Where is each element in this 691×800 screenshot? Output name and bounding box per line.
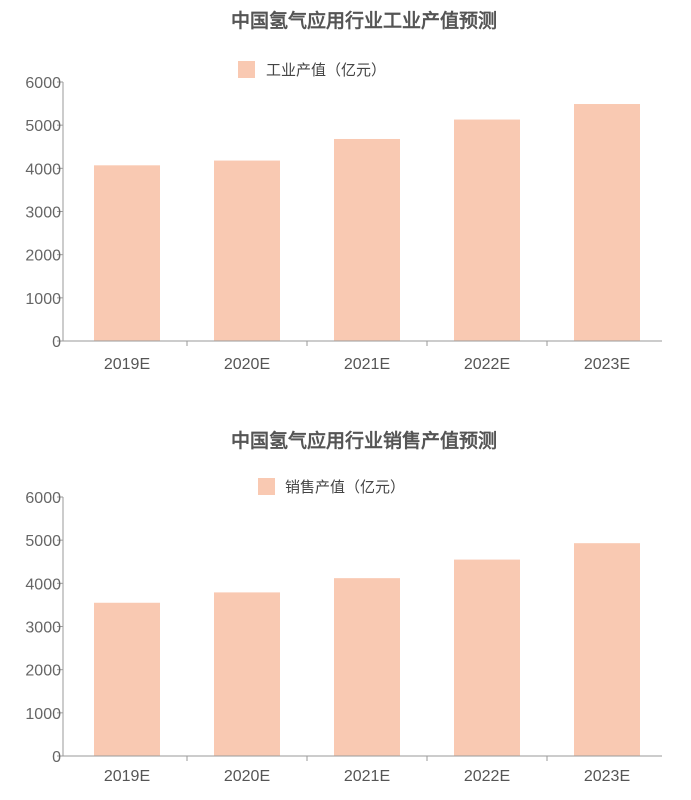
bar-2019E — [94, 165, 160, 341]
bar-2021E — [334, 578, 400, 756]
x-tick-label: 2019E — [104, 768, 150, 785]
plot-area: 0 1000 2000 3000 4000 5000 6000 2019E 2020E 2021E… — [25, 75, 662, 373]
bar-2020E — [214, 160, 280, 341]
chart-title: 中国氢气应用行业工业产值预测 — [231, 9, 497, 32]
legend-label: 销售产值（亿元） — [285, 478, 405, 496]
y-tick-label: 2000 — [25, 663, 61, 680]
y-tick-label: 3000 — [25, 620, 61, 637]
y-tick-label: 6000 — [25, 75, 61, 92]
x-tick-label: 2020E — [224, 356, 270, 373]
sales-output-chart: 中国氢气应用行业销售产值预测 销售产值（亿元） 0 1000 2000 3000 400… — [0, 415, 691, 800]
bar-2020E — [214, 592, 280, 756]
y-tick-label: 0 — [52, 749, 61, 766]
y-tick-label: 5000 — [25, 118, 61, 135]
legend-swatch — [258, 478, 275, 495]
y-tick-label: 5000 — [25, 533, 61, 550]
bar-2021E — [334, 138, 400, 341]
legend-label: 工业产值（亿元） — [266, 61, 386, 79]
x-tick-label: 2019E — [104, 356, 150, 373]
x-tick-label: 2020E — [224, 768, 270, 785]
industrial-output-chart: 中国氢气应用行业工业产值预测 工业产值（亿元） 0 1000 2000 3000 400… — [25, 9, 662, 373]
y-tick-label: 4000 — [25, 576, 61, 593]
x-tick-label: 2022E — [464, 356, 510, 373]
y-tick-label: 1000 — [25, 291, 61, 308]
x-tick-label: 2022E — [464, 768, 510, 785]
x-tick-label: 2023E — [584, 356, 630, 373]
y-tick-label: 3000 — [25, 205, 61, 222]
y-tick-label: 1000 — [25, 706, 61, 723]
y-tick-label: 2000 — [25, 248, 61, 265]
bar-2023E — [574, 104, 640, 341]
chart-title: 中国氢气应用行业销售产值预测 — [231, 429, 497, 452]
bar-2022E — [454, 559, 520, 756]
x-tick-label: 2021E — [344, 356, 390, 373]
bar-2022E — [454, 119, 520, 342]
x-tick-label: 2023E — [584, 768, 630, 785]
sales-output-chart-svg: 中国氢气应用行业销售产值预测 销售产值（亿元） 0 1000 2000 3000 400… — [25, 429, 662, 785]
y-tick-label: 4000 — [25, 161, 61, 178]
bar-2019E — [94, 602, 160, 756]
legend-swatch — [238, 61, 255, 78]
x-tick-label: 2021E — [344, 768, 390, 785]
bar-2023E — [574, 543, 640, 756]
plot-area: 0 1000 2000 3000 4000 5000 6000 2019E 2020E 2021E… — [25, 490, 662, 785]
y-tick-label: 6000 — [25, 490, 61, 507]
industrial-output-chart-svg: 中国氢气应用行业工业产值预测 工业产值（亿元） 0 1000 2000 3000 400… — [25, 9, 662, 373]
y-tick-label: 0 — [52, 334, 61, 351]
